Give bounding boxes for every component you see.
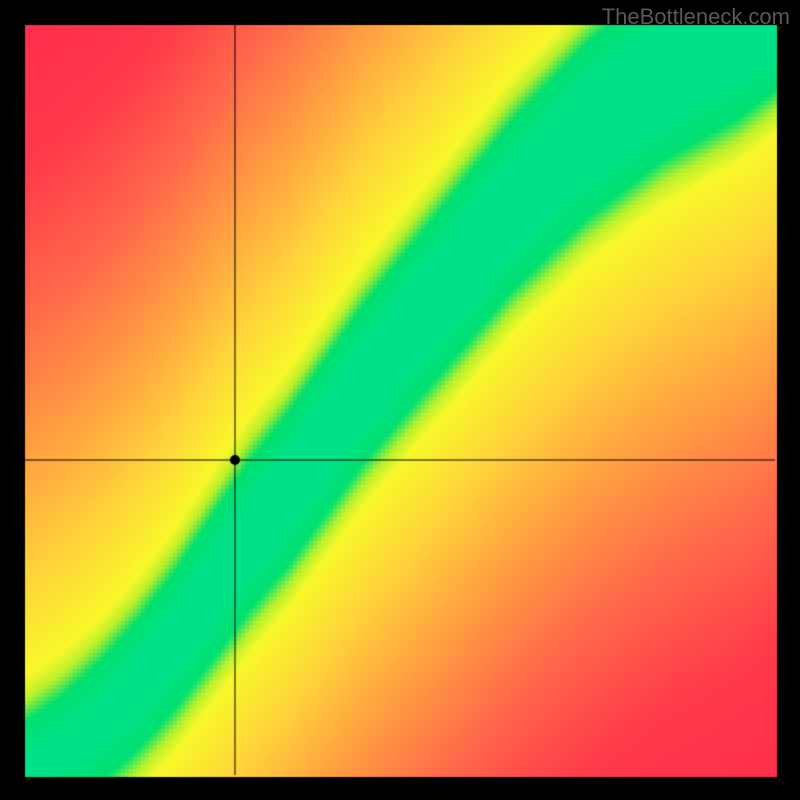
chart-container: TheBottleneck.com bbox=[0, 0, 800, 800]
heatmap-canvas bbox=[0, 0, 800, 800]
watermark-text: TheBottleneck.com bbox=[602, 4, 790, 30]
